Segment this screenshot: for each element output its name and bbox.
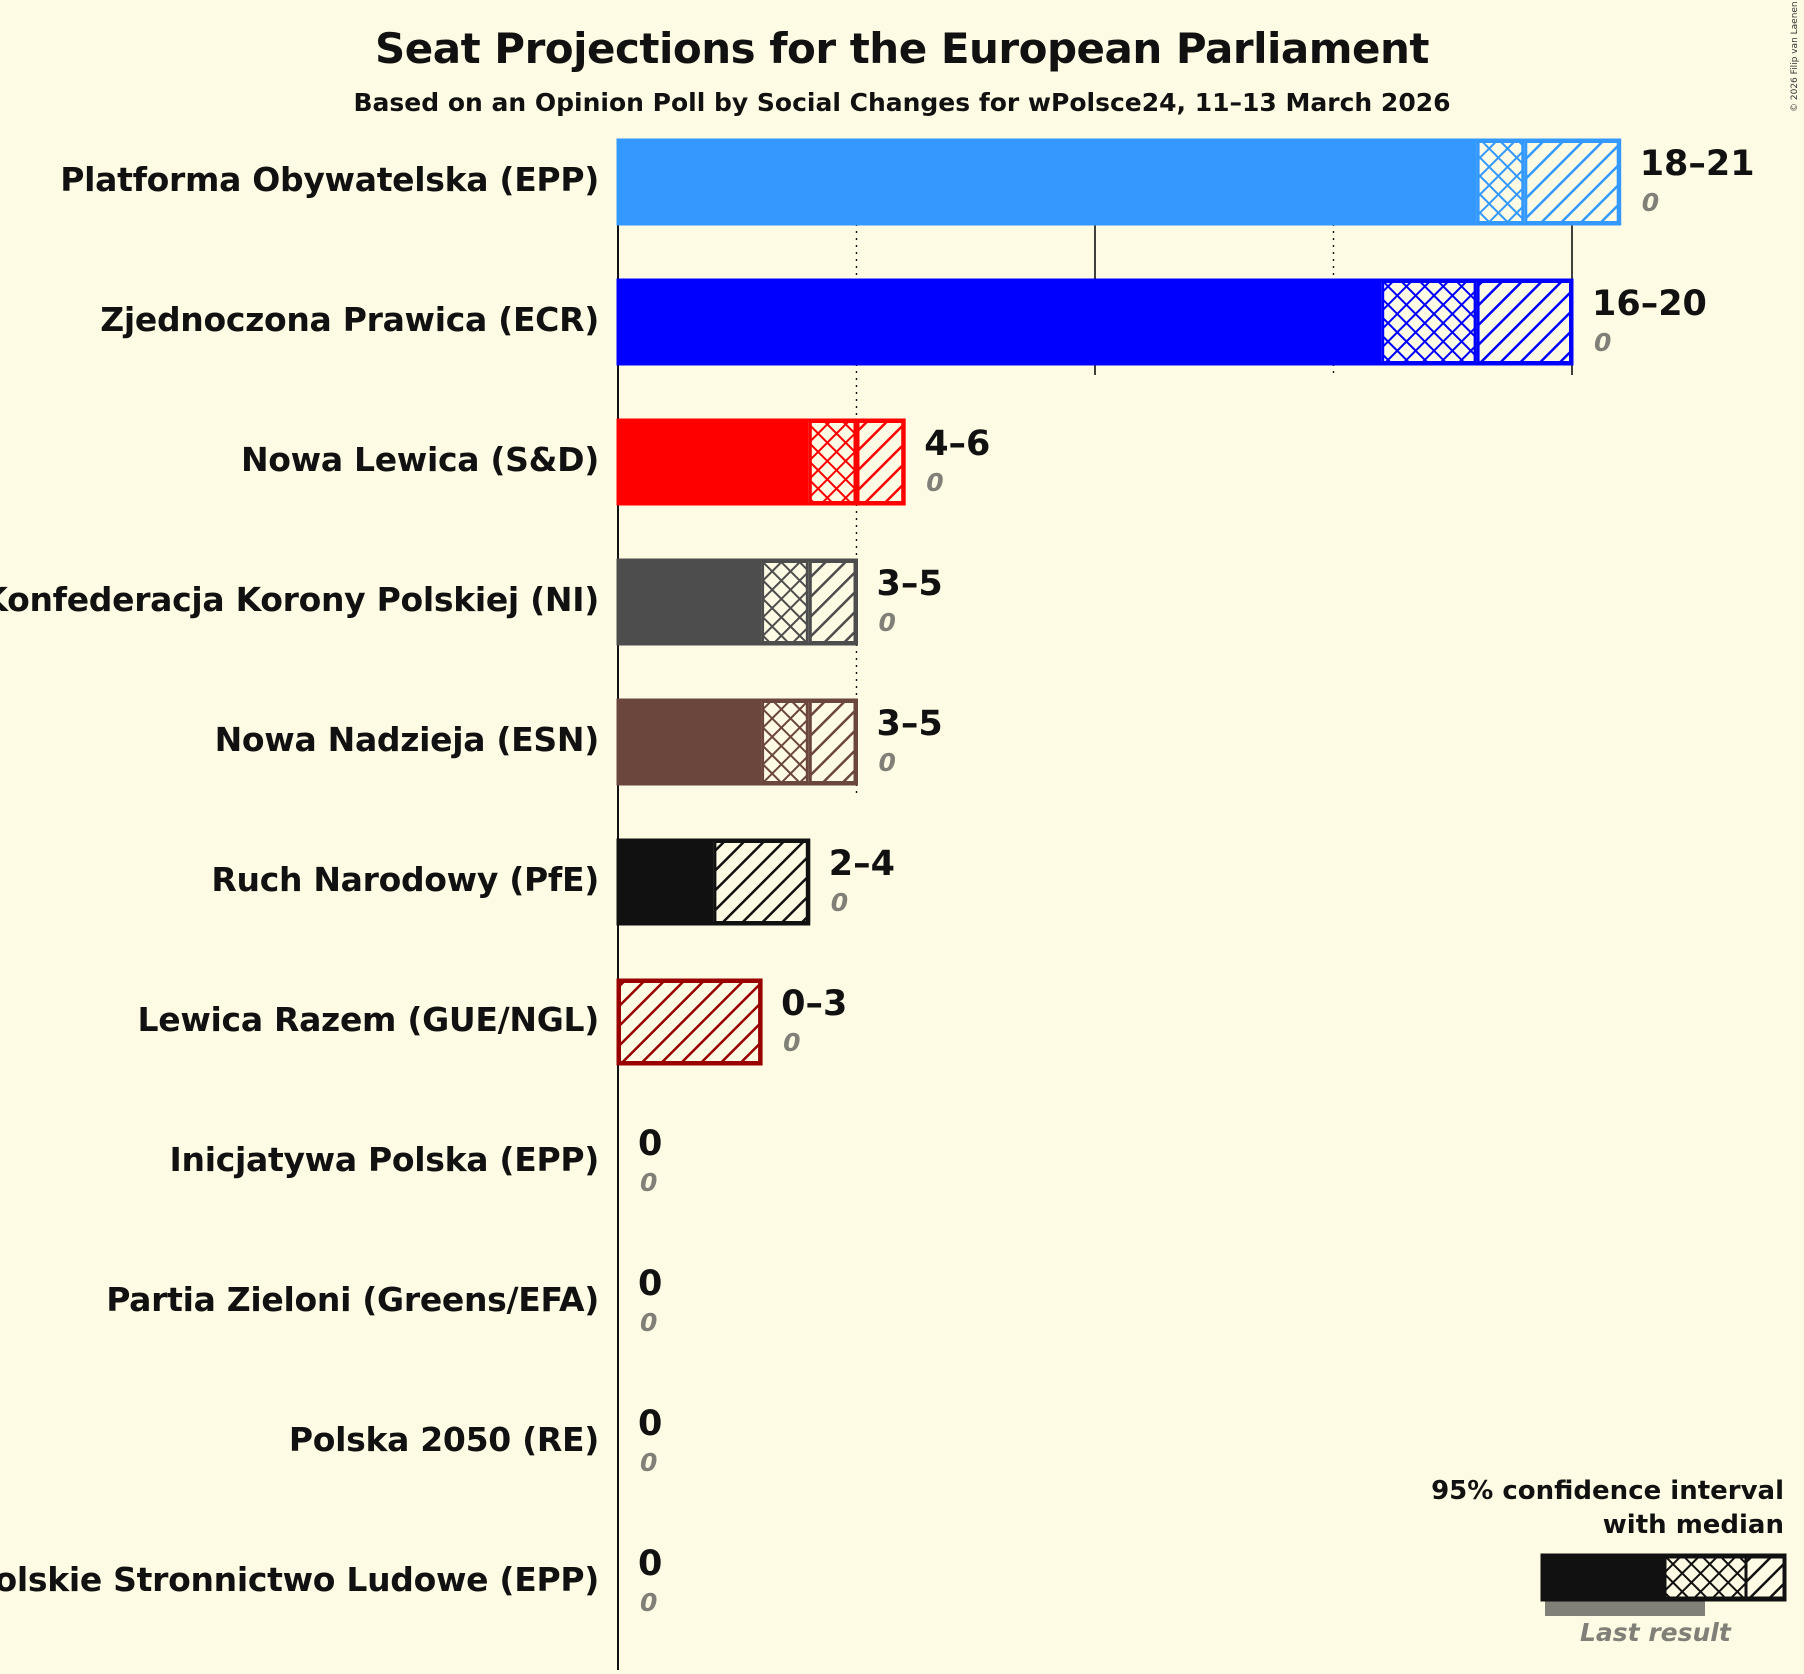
party-label: Polska 2050 (RE): [288, 1420, 599, 1459]
legend-last-result-label: Last result: [1580, 1618, 1731, 1647]
bar-row: [616, 978, 763, 1066]
bar-row: [616, 698, 858, 786]
bar-ci-upper: [618, 980, 762, 1064]
bar-ci-lower: [761, 700, 809, 784]
bar-solid: [618, 280, 1382, 364]
bar-ci-upper: [1524, 140, 1620, 224]
party-label: Platforma Obywatelska (EPP): [60, 160, 599, 199]
seat-range-label: 3–5: [876, 704, 943, 744]
party-label: Partia Zieloni (Greens/EFA): [106, 1280, 599, 1319]
legend-title: 95% confidence interval with median: [1431, 1474, 1784, 1542]
last-result-value: 0: [830, 888, 849, 917]
seat-range-label: 0: [638, 1544, 663, 1584]
party-label: Nowa Nadzieja (ESN): [214, 720, 600, 759]
bar-solid: [618, 420, 809, 504]
last-result-value: 0: [878, 748, 896, 777]
party-label: Polskie Stronnictwo Ludowe (EPP): [0, 1560, 599, 1599]
bar-ci-upper: [713, 840, 809, 924]
seat-range-label: 3–5: [876, 564, 943, 604]
seat-range-label: 18–21: [1639, 144, 1755, 184]
last-result-value: 0: [926, 468, 944, 497]
legend-title-line2: with median: [1602, 1510, 1784, 1540]
party-label: Nowa Lewica (S&D): [240, 440, 599, 479]
bar-row: [616, 278, 1574, 366]
bar-ci-upper: [808, 700, 857, 784]
bar-solid: [618, 140, 1477, 224]
party-label: Ruch Narodowy (PfE): [211, 860, 599, 899]
bars: [616, 138, 1622, 1066]
bar-ci-upper: [808, 560, 857, 644]
seat-range-label: 0: [638, 1124, 663, 1164]
party-label: Lewica Razem (GUE/NGL): [137, 1000, 600, 1039]
bar-ci-lower: [761, 560, 809, 644]
seat-range-label: 0–3: [781, 984, 848, 1024]
last-result-value: 0: [640, 1168, 658, 1197]
bar-row: [616, 838, 811, 926]
legend-swatch: [1540, 1553, 1787, 1616]
last-result-value: 0: [1594, 328, 1612, 357]
seat-range-label: 16–20: [1592, 284, 1707, 324]
last-result-value: 0: [640, 1448, 658, 1477]
bar-solid: [618, 840, 714, 924]
bar-ci-upper: [1476, 280, 1572, 364]
seat-range-label: 2–4: [828, 844, 896, 884]
last-result-value: 0: [640, 1308, 658, 1337]
bar-row: [616, 558, 858, 646]
last-result-value: 0: [1641, 188, 1660, 217]
seat-range-label: 0: [638, 1404, 663, 1444]
seat-range-label: 4–6: [924, 424, 991, 464]
last-result-value: 0: [640, 1588, 658, 1617]
bar-ci-lower: [808, 420, 857, 504]
party-label: Inicjatywa Polska (EPP): [169, 1140, 600, 1179]
last-result-value: 0: [878, 608, 896, 637]
bar-ci-lower: [1476, 140, 1525, 224]
party-label: Konfederacja Korony Polskiej (NI): [0, 580, 599, 619]
seat-range-label: 0: [638, 1264, 663, 1304]
last-result-value: 0: [783, 1028, 801, 1057]
chart-subtitle: Based on an Opinion Poll by Social Chang…: [353, 88, 1451, 117]
bar-solid: [618, 700, 762, 784]
bar-row: [616, 138, 1622, 226]
legend-title-line1: 95% confidence interval: [1431, 1476, 1784, 1506]
bar-ci-upper: [856, 420, 905, 504]
chart-title: Seat Projections for the European Parlia…: [375, 24, 1429, 73]
bar-solid: [618, 560, 762, 644]
party-label: Zjednoczona Prawica (ECR): [100, 300, 599, 339]
bar-ci-lower: [1381, 280, 1477, 364]
bar-row: [616, 418, 906, 506]
